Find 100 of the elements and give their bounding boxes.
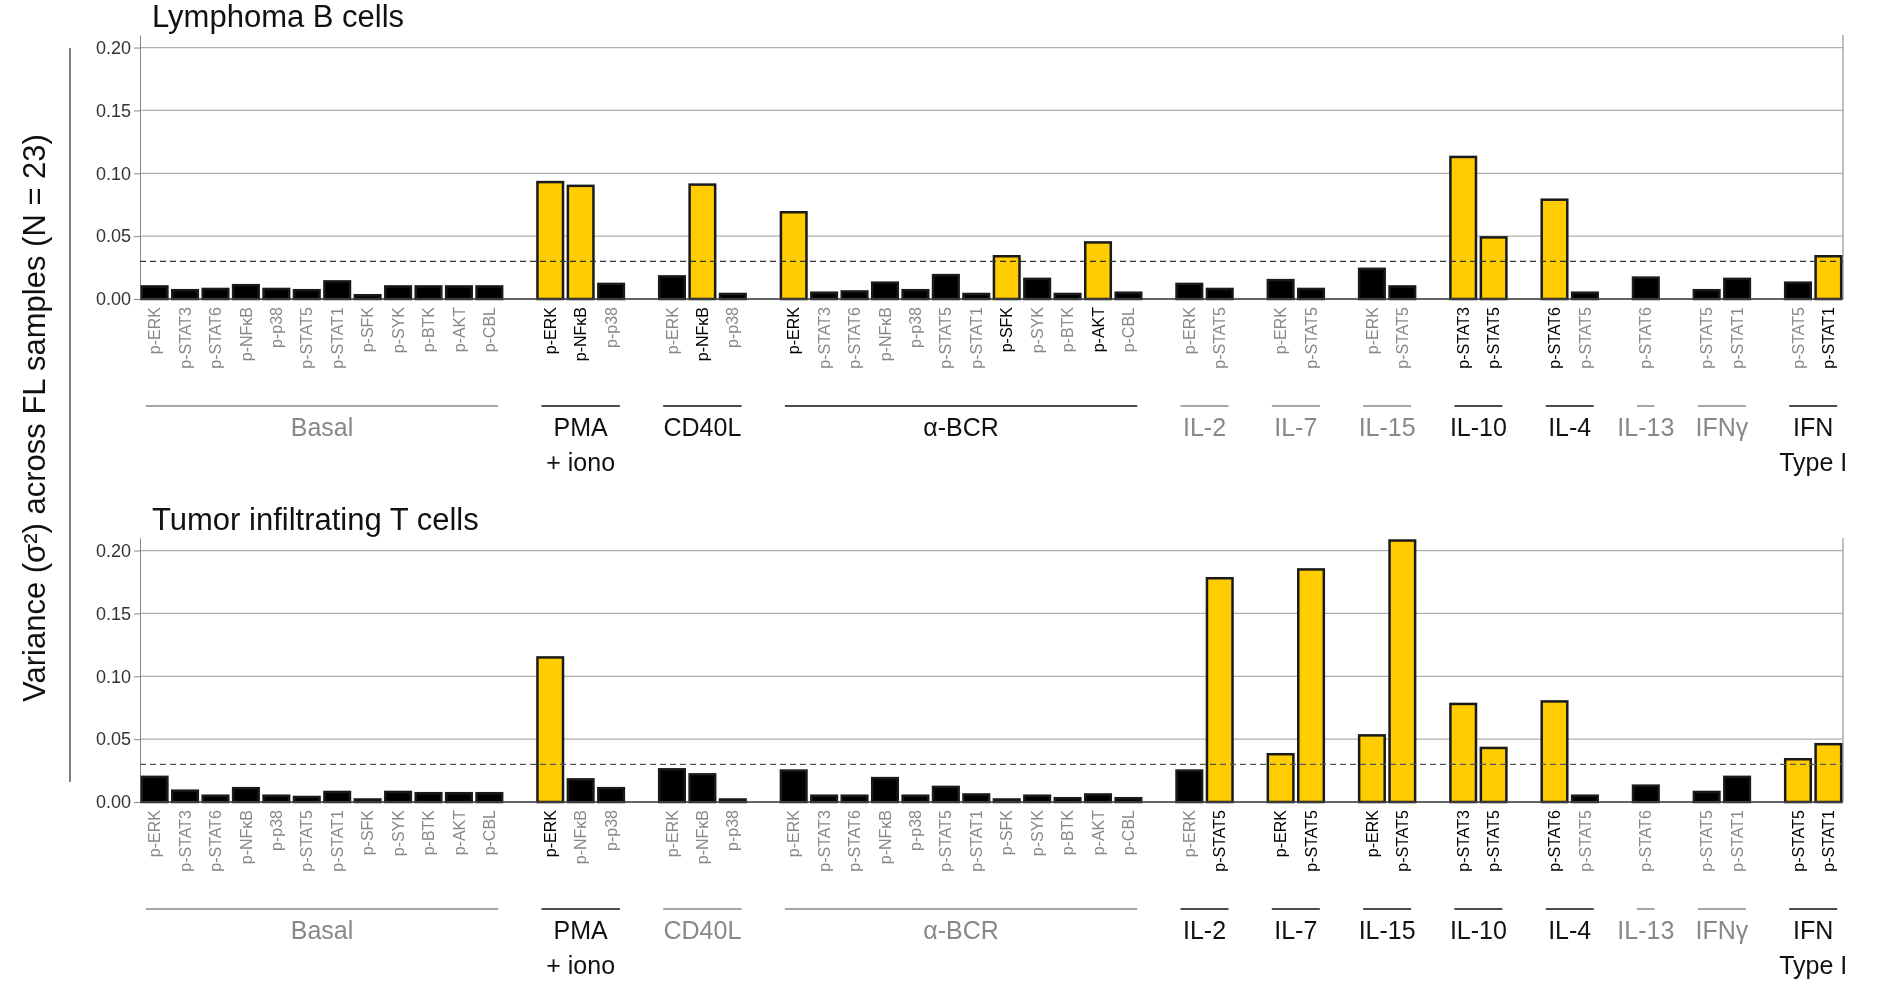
x-tick-label: p-ERK bbox=[1363, 306, 1381, 355]
x-tick-label: p-SFK bbox=[359, 809, 377, 856]
x-tick-label: p-NFκB bbox=[693, 810, 711, 865]
x-tick-label: p-ERK bbox=[663, 809, 681, 858]
bar bbox=[870, 281, 900, 301]
y-tick-label: 0.05 bbox=[95, 226, 131, 247]
y-axis-title: Variance (σ²) across FL samples (N = 23) bbox=[17, 134, 52, 702]
bar bbox=[1175, 282, 1204, 301]
x-tick-label: p-AKT bbox=[1089, 306, 1107, 353]
y-tick-label: 0.00 bbox=[95, 792, 131, 813]
bar bbox=[1723, 277, 1752, 301]
bar bbox=[1266, 752, 1295, 804]
x-tick-label: p-STAT1 bbox=[328, 809, 346, 872]
x-tick-label: p-BTK bbox=[1059, 809, 1077, 856]
y-tick-label: 0.15 bbox=[95, 100, 131, 121]
x-tick-label: p-STAT5 bbox=[1302, 809, 1320, 872]
bar bbox=[931, 785, 960, 804]
y-tick-label: 0.20 bbox=[95, 540, 131, 561]
bar bbox=[536, 656, 565, 804]
bar bbox=[779, 211, 808, 301]
x-tick-label: p-ERK bbox=[663, 306, 681, 355]
bar bbox=[1479, 236, 1508, 301]
bar bbox=[931, 273, 960, 301]
text: IL-2 bbox=[1182, 413, 1227, 441]
x-tick-label: p-p38 bbox=[602, 306, 620, 348]
bar bbox=[992, 255, 1021, 301]
x-tick-label: p-STAT5 bbox=[1393, 306, 1411, 369]
x-tick-label: p-STAT1 bbox=[1819, 306, 1837, 369]
bar bbox=[414, 285, 443, 301]
bar bbox=[657, 768, 686, 804]
x-tick-label: p-ERK bbox=[1272, 809, 1290, 858]
x-tick-label: p-AKT bbox=[1089, 809, 1107, 856]
x-tick-label: p-STAT1 bbox=[1819, 809, 1837, 872]
text: IFN Type I bbox=[1779, 916, 1848, 979]
x-tick-label: p-STAT5 bbox=[298, 809, 316, 872]
bar bbox=[597, 282, 626, 301]
x-tick-label: p-STAT1 bbox=[967, 306, 985, 369]
bar bbox=[1357, 267, 1386, 301]
x-tick-label: p-STAT3 bbox=[176, 306, 194, 369]
y-tick-label: 0.05 bbox=[95, 729, 131, 750]
x-tick-label: p-AKT bbox=[450, 306, 468, 353]
x-tick-label: p-p38 bbox=[724, 306, 742, 348]
text: IL-10 bbox=[1449, 916, 1507, 944]
bar bbox=[1449, 155, 1478, 301]
y-tick-label: 0.00 bbox=[95, 289, 131, 310]
bar bbox=[1814, 742, 1843, 804]
x-tick-label: p-NFκB bbox=[237, 307, 255, 362]
x-tick-label: p-STAT5 bbox=[937, 306, 955, 369]
x-tick-label: p-NFκB bbox=[876, 810, 894, 865]
text: IFNγ bbox=[1695, 413, 1749, 441]
text: IL-2 bbox=[1182, 916, 1227, 944]
x-tick-label: p-STAT5 bbox=[1211, 809, 1229, 872]
bar bbox=[1783, 281, 1812, 301]
x-tick-label: p-NFκB bbox=[237, 810, 255, 865]
x-tick-label: p-p38 bbox=[907, 306, 925, 348]
x-tick-label: p-p38 bbox=[267, 306, 285, 348]
bar bbox=[779, 769, 808, 804]
bar bbox=[231, 283, 260, 301]
x-tick-label: p-ERK bbox=[1272, 306, 1290, 355]
x-tick-label: p-ERK bbox=[785, 809, 803, 858]
bar bbox=[566, 184, 595, 301]
text: IFN Type I bbox=[1779, 413, 1848, 476]
bar bbox=[566, 778, 595, 804]
text: Basal bbox=[290, 916, 354, 944]
x-tick-label: p-STAT5 bbox=[1393, 809, 1411, 872]
bar bbox=[688, 773, 717, 804]
x-tick-label: p-BTK bbox=[1059, 306, 1077, 353]
x-tick-label: p-STAT6 bbox=[846, 306, 864, 369]
text: IL-7 bbox=[1274, 916, 1318, 944]
x-tick-label: p-STAT5 bbox=[1789, 809, 1807, 872]
text: Basal bbox=[290, 413, 354, 441]
x-tick-label: p-STAT5 bbox=[1789, 306, 1807, 369]
x-tick-label: p-STAT6 bbox=[207, 809, 225, 872]
bar bbox=[657, 275, 686, 301]
x-tick-label: p-STAT1 bbox=[1728, 809, 1746, 872]
x-tick-label: p-CBL bbox=[480, 306, 498, 353]
bar bbox=[1175, 769, 1204, 804]
text: IFNγ bbox=[1695, 916, 1749, 944]
text: IL-4 bbox=[1548, 916, 1592, 944]
x-tick-label: p-STAT1 bbox=[967, 809, 985, 872]
bar bbox=[1540, 700, 1569, 804]
text: IL-4 bbox=[1548, 413, 1592, 441]
bar bbox=[1023, 277, 1052, 301]
x-tick-label: p-SFK bbox=[998, 306, 1016, 353]
y-tick-label: 0.10 bbox=[95, 163, 131, 184]
text: IL-15 bbox=[1358, 916, 1416, 944]
x-tick-label: p-ERK bbox=[146, 809, 164, 858]
bar bbox=[1205, 576, 1234, 804]
x-tick-label: p-STAT5 bbox=[1576, 306, 1594, 369]
bar bbox=[870, 776, 900, 804]
bar bbox=[1357, 734, 1386, 804]
text: IL-13 bbox=[1617, 916, 1675, 944]
y-tick-label: 0.10 bbox=[95, 666, 131, 687]
x-tick-label: p-STAT3 bbox=[815, 306, 833, 369]
x-tick-label: p-NFκB bbox=[572, 810, 590, 865]
x-tick-label: p-BTK bbox=[420, 306, 438, 353]
bar bbox=[1449, 702, 1478, 804]
x-tick-label: p-BTK bbox=[420, 809, 438, 856]
x-tick-label: p-SYK bbox=[389, 306, 407, 354]
bar bbox=[1631, 784, 1660, 804]
